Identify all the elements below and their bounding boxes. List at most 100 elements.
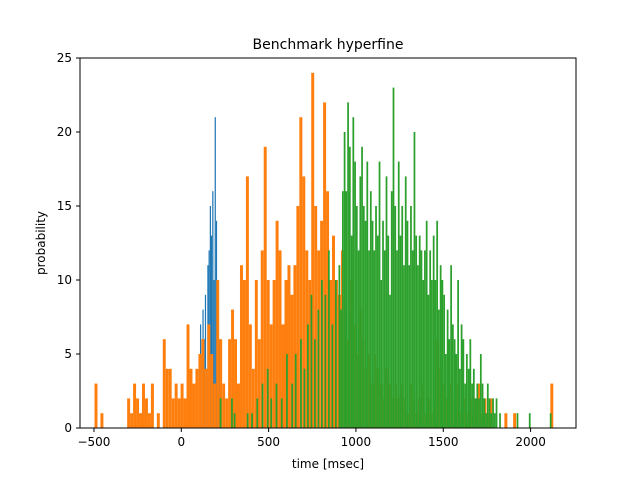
- x-tick-label: 1000: [341, 435, 372, 449]
- histogram-bar: [493, 413, 496, 428]
- histogram-bar: [245, 176, 249, 428]
- histogram-bar: [340, 309, 342, 428]
- histogram-bar: [411, 250, 414, 428]
- histogram-bar: [291, 383, 294, 428]
- histogram-bar: [299, 117, 303, 428]
- histogram-bar: [446, 309, 449, 428]
- histogram-bar: [296, 206, 300, 428]
- histogram-bar: [338, 265, 341, 428]
- histogram-bar: [266, 368, 269, 428]
- histogram-bar: [394, 206, 397, 428]
- histogram-bar: [366, 161, 369, 428]
- y-tick-label: 5: [64, 347, 72, 361]
- histogram-bar: [460, 324, 463, 428]
- histogram-bar: [254, 280, 258, 428]
- histogram-bar: [513, 413, 517, 428]
- x-axis-label: time [msec]: [292, 457, 364, 471]
- histogram-bar: [162, 339, 166, 428]
- histogram-bar: [476, 383, 479, 428]
- histogram-bar: [445, 354, 447, 428]
- histogram-bar: [294, 354, 297, 428]
- histogram-bar: [251, 413, 253, 428]
- histogram-bar: [490, 413, 493, 428]
- histogram-bar: [408, 265, 411, 428]
- histogram-bar: [147, 413, 151, 428]
- histogram-bar: [195, 368, 199, 428]
- histogram-bar: [287, 265, 291, 428]
- histogram-bar: [528, 413, 531, 428]
- histogram-bar: [144, 398, 148, 428]
- histogram-bar: [332, 235, 335, 428]
- histogram-bar: [186, 324, 190, 428]
- histogram-bar: [192, 383, 196, 428]
- histogram-bar: [455, 354, 458, 428]
- histogram-bar: [401, 206, 404, 428]
- histogram-bar: [399, 235, 402, 428]
- histogram-bar: [467, 368, 470, 428]
- histogram-bar: [369, 191, 372, 428]
- histogram-bar: [448, 339, 451, 428]
- plot-frame: [79, 57, 577, 429]
- histogram-bar: [485, 413, 487, 428]
- histogram-bar: [133, 383, 137, 428]
- histogram-bar: [210, 235, 213, 428]
- histogram-bar: [180, 383, 184, 428]
- histogram-bar: [281, 324, 285, 428]
- histogram-bar: [403, 265, 405, 428]
- histogram-bar: [263, 146, 267, 429]
- histogram-bar: [329, 280, 333, 428]
- histogram-bar: [420, 250, 423, 428]
- histogram-bar: [275, 220, 279, 428]
- histogram-bar: [150, 383, 154, 428]
- histogram-bar: [310, 294, 313, 428]
- histogram-bar: [234, 339, 238, 428]
- histogram-bar: [345, 191, 348, 428]
- histogram-bar: [331, 324, 334, 428]
- histogram-bar: [478, 398, 480, 428]
- histogram-bar: [550, 383, 554, 428]
- histogram-bar: [174, 383, 178, 428]
- histogram-bar: [228, 339, 232, 428]
- histogram-bar: [436, 220, 439, 428]
- histogram-bar: [347, 102, 349, 429]
- histogram-bar: [465, 354, 468, 428]
- histogram-bar: [293, 265, 297, 428]
- histogram-bar: [368, 250, 370, 428]
- histogram-bar: [233, 413, 236, 428]
- histogram-bar: [219, 339, 223, 428]
- histogram-bar: [210, 354, 214, 428]
- y-tick-label: 10: [57, 273, 72, 287]
- histogram-bar: [464, 383, 466, 428]
- histogram-bar: [392, 87, 395, 428]
- histogram-bar: [373, 250, 376, 428]
- histogram-bar: [302, 176, 306, 428]
- x-tick-label: 500: [257, 435, 280, 449]
- histogram-bar: [300, 339, 302, 428]
- histogram-bar: [219, 398, 222, 428]
- histogram-bar: [404, 176, 407, 428]
- histogram-bar: [376, 235, 379, 428]
- histogram-bar: [275, 383, 278, 428]
- histogram-bar: [390, 191, 393, 428]
- y-tick-label: 25: [57, 51, 72, 65]
- histogram-bar: [305, 250, 309, 428]
- histogram-bar: [290, 294, 294, 428]
- histogram-bar: [284, 280, 288, 428]
- histogram-bar: [207, 324, 211, 428]
- histogram-bar: [396, 250, 398, 428]
- histogram-bar: [462, 339, 465, 428]
- histogram-bar: [94, 383, 98, 428]
- histogram-bar: [382, 220, 384, 428]
- histogram-bar: [204, 368, 208, 428]
- histogram-bar: [378, 161, 381, 428]
- histogram-bar: [100, 413, 104, 428]
- bars-layer: [94, 72, 554, 429]
- histogram-bar: [303, 368, 306, 428]
- histogram-bar: [286, 354, 288, 428]
- histogram-bar: [246, 413, 249, 428]
- histogram-bar: [127, 398, 131, 428]
- histogram-bar: [326, 191, 330, 428]
- histogram-bar: [177, 398, 181, 428]
- y-axis: 0 5 10 15 20 25: [57, 51, 80, 435]
